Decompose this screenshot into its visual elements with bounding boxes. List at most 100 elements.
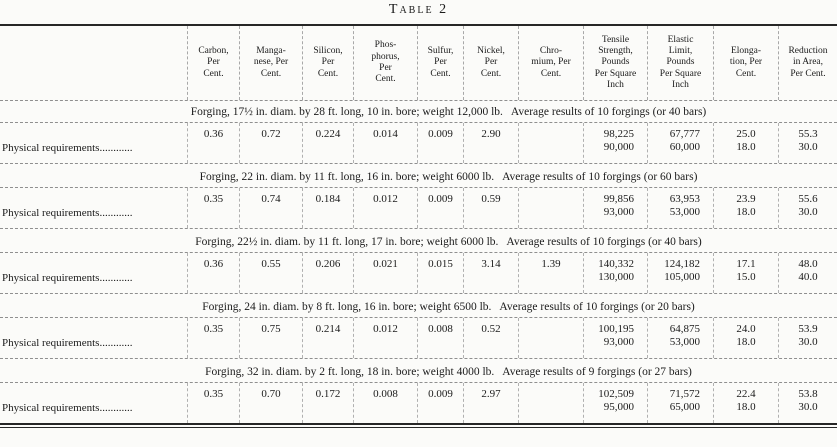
table-row: Physical requirements............ 0.36 0…: [0, 123, 837, 163]
average-value: 53.9: [798, 323, 818, 335]
divider: [0, 228, 837, 229]
cell-carbon: 0.36: [187, 253, 239, 293]
required-value: 30.0: [798, 206, 818, 218]
row-label: Physical requirements............: [2, 402, 133, 414]
table-row: Physical requirements............ 0.35 0…: [0, 318, 837, 358]
cell-sulfur: 0.009: [417, 383, 463, 423]
col-header-tensile-strength: Tensile Strength, Pounds Per Square Inch: [583, 26, 647, 100]
section-caption: Forging, 24 in. diam. by 8 ft. long, 16 …: [202, 301, 695, 313]
divider: [0, 187, 837, 188]
cell-elongation: 22.4 18.0: [713, 383, 778, 423]
cell-reduction-area: 48.0 40.0: [778, 253, 837, 293]
cell-elongation: 17.1 15.0: [713, 253, 778, 293]
table-row: Physical requirements............ 0.35 0…: [0, 383, 837, 423]
average-value: 23.9: [736, 193, 756, 205]
row-label: Physical requirements............: [2, 272, 133, 284]
average-value: 55.3: [798, 128, 818, 140]
cell-elastic-limit: 124,182 105,000: [647, 253, 713, 293]
divider: [0, 358, 837, 359]
table-row: Physical requirements............ 0.36 0…: [0, 253, 837, 293]
required-value: 95,000: [603, 401, 634, 413]
cell-manganese: 0.75: [239, 318, 302, 358]
table-row: Physical requirements............ 0.35 0…: [0, 188, 837, 228]
required-value: 30.0: [798, 141, 818, 153]
required-value: 30.0: [798, 401, 818, 413]
required-value: 30.0: [798, 336, 818, 348]
cell-carbon: 0.35: [187, 318, 239, 358]
required-value: 53,000: [669, 206, 700, 218]
forging-section-1: Forging, 17½ in. diam. by 28 ft. long, 1…: [0, 101, 837, 164]
required-value: 15.0: [736, 271, 756, 283]
cell-elastic-limit: 63,953 53,000: [647, 188, 713, 228]
average-value: 53.8: [798, 388, 818, 400]
forging-section-2: Forging, 22 in. diam. by 11 ft. long, 16…: [0, 166, 837, 229]
cell-nickel: 2.97: [463, 383, 518, 423]
cell-chromium: [518, 123, 583, 163]
cell-silicon: 0.184: [302, 188, 353, 228]
forging-section-4: Forging, 24 in. diam. by 8 ft. long, 16 …: [0, 296, 837, 359]
divider: [0, 382, 837, 383]
cell-silicon: 0.206: [302, 253, 353, 293]
cell-elongation: 23.9 18.0: [713, 188, 778, 228]
cell-elastic-limit: 64,875 53,000: [647, 318, 713, 358]
average-value: 71,572: [669, 388, 700, 400]
divider: [0, 163, 837, 164]
required-value: 93,000: [603, 206, 634, 218]
required-value: 40.0: [798, 271, 818, 283]
average-value: 67,777: [669, 128, 700, 140]
col-header-phosphorus: Phos- phorus, Per Cent.: [353, 26, 417, 100]
cell-manganese: 0.74: [239, 188, 302, 228]
bottom-rule: [0, 423, 837, 428]
average-value: 102,509: [598, 388, 634, 400]
cell-phosphorus: 0.014: [353, 123, 417, 163]
col-header-reduction-area: Reduction in Area, Per Cent.: [778, 26, 837, 100]
average-value: 64,875: [669, 323, 700, 335]
required-value: 18.0: [736, 141, 756, 153]
average-value: 140,332: [598, 258, 634, 270]
required-value: 90,000: [603, 141, 634, 153]
cell-phosphorus: 0.012: [353, 188, 417, 228]
row-label: Physical requirements............: [2, 337, 133, 349]
required-value: 105,000: [664, 271, 700, 283]
average-value: 17.1: [736, 258, 756, 270]
average-value: 25.0: [736, 128, 756, 140]
average-value: 124,182: [664, 258, 700, 270]
cell-carbon: 0.36: [187, 123, 239, 163]
col-header-chromium: Chro- mium, Per Cent.: [518, 26, 583, 100]
cell-tensile-strength: 102,509 95,000: [583, 383, 647, 423]
row-label: Physical requirements............: [2, 142, 133, 154]
divider: [0, 317, 837, 318]
cell-phosphorus: 0.008: [353, 383, 417, 423]
col-header-elastic-limit: Elastic Limit, Pounds Per Square Inch: [647, 26, 713, 100]
average-value: 55.6: [798, 193, 818, 205]
divider: [0, 122, 837, 123]
cell-sulfur: 0.015: [417, 253, 463, 293]
average-value: 48.0: [798, 258, 818, 270]
cell-tensile-strength: 100,195 93,000: [583, 318, 647, 358]
col-header-sulfur: Sulfur, Per Cent.: [417, 26, 463, 100]
cell-nickel: 0.59: [463, 188, 518, 228]
average-value: 98,225: [603, 128, 634, 140]
cell-reduction-area: 53.8 30.0: [778, 383, 837, 423]
required-value: 65,000: [669, 401, 700, 413]
cell-manganese: 0.72: [239, 123, 302, 163]
required-value: 130,000: [598, 271, 634, 283]
average-value: 100,195: [598, 323, 634, 335]
cell-reduction-area: 53.9 30.0: [778, 318, 837, 358]
table-title: Table 2: [388, 2, 449, 17]
cell-manganese: 0.70: [239, 383, 302, 423]
divider: [0, 100, 837, 101]
cell-elongation: 24.0 18.0: [713, 318, 778, 358]
divider: [0, 252, 837, 253]
top-rule: [0, 24, 837, 26]
forging-section-3: Forging, 22½ in. diam. by 11 ft. long, 1…: [0, 231, 837, 294]
cell-manganese: 0.55: [239, 253, 302, 293]
section-caption: Forging, 22½ in. diam. by 11 ft. long, 1…: [195, 236, 702, 248]
cell-tensile-strength: 98,225 90,000: [583, 123, 647, 163]
required-value: 18.0: [736, 401, 756, 413]
cell-sulfur: 0.008: [417, 318, 463, 358]
cell-chromium: 1.39: [518, 253, 583, 293]
cell-tensile-strength: 140,332 130,000: [583, 253, 647, 293]
col-header-elongation: Elonga- tion, Per Cent.: [713, 26, 778, 100]
